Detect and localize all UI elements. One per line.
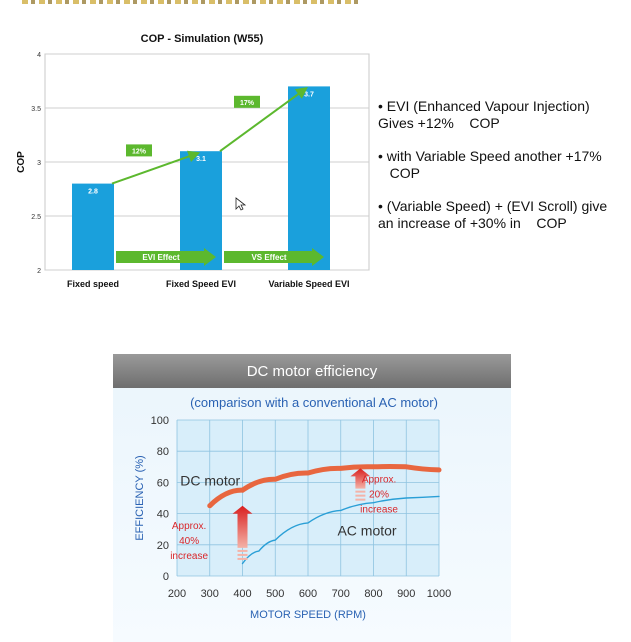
dc-x-axis-label: MOTOR SPEED (RPM) [250,609,366,621]
up-arrow-icon [350,468,371,489]
dc-x-tick-label: 600 [299,588,317,600]
up-arrow-fade-stripe [355,494,366,497]
up-arrow-fade-stripe [237,553,248,556]
dc-y-tick-label: 0 [163,571,169,583]
dc-annotation-text: Approx. [362,474,396,485]
cop-y-tick-labels: 2 2.5 3 3.5 4 [31,52,41,275]
cop-simulation-chart: COP - Simulation (W55) 2 2.5 3 3.5 4 COP 2.8… [16,33,370,289]
dc-motor-efficiency-chart: DC motor efficiency (comparison with a c… [113,354,511,642]
dc-y-axis-label: EFFICIENCY (%) [134,455,146,540]
dc-x-tick-label: 900 [397,588,415,600]
cop-bar [288,86,330,271]
cop-bars: 2.8 3.1 3.7 [72,86,330,271]
cop-category-labels: Fixed speed Fixed Speed EVI Variable Speed… [67,279,350,289]
cop-y-tick-label: 4 [37,52,41,59]
bullet-variable-speed: • with Variable Speed another +17% COP [378,148,602,181]
cop-category-label: Fixed speed [67,279,119,289]
dc-x-tick-label: 400 [233,588,251,600]
dc-chart-title: DC motor efficiency [247,363,378,380]
cop-y-tick-label: 3.5 [31,106,41,113]
dc-x-tick-label: 200 [168,588,186,600]
up-arrow-icon [232,505,253,548]
cop-increase-badge [126,144,152,157]
dc-y-tick-label: 100 [151,415,169,427]
cop-category-label: Fixed Speed EVI [166,279,236,289]
cop-increase-arrow [111,150,201,185]
bullet-combined: • (Variable Speed) + (EVI Scroll) give a… [378,198,608,231]
dc-x-tick-labels: 200 300 400 500 600 700 800 900 1000 [168,588,451,600]
dc-gridlines [176,419,440,577]
cop-increase-arrows: 12% 17% [111,86,308,185]
cop-increase-arrow [219,86,308,153]
cop-effect-arrows: EVI Effect VS Effect [116,248,324,266]
dc-x-tick-label: 500 [266,588,284,600]
dc-y-tick-labels: 0 20 40 60 80 100 [151,415,169,583]
cop-chart-title: COP - Simulation (W55) [141,33,264,45]
cop-bar-value-label: 3.7 [304,91,314,98]
cop-bar [180,151,222,270]
cop-effect-label: EVI Effect [142,253,180,262]
dc-motor-series-label: DC motor [180,473,240,489]
cop-y-tick-label: 2 [37,268,41,275]
dc-annotation-text: 40% [179,536,199,547]
dc-x-tick-label: 300 [201,588,219,600]
up-arrow-fade-stripe [237,549,248,552]
bullet-evi: • EVI (Enhanced Vapour Injection) Gives … [378,98,590,131]
ac-motor-series-label: AC motor [337,522,396,538]
cop-effect-arrow [224,248,324,266]
dc-increase-annotations: Approx. 40% increase Approx. 20% increase [170,468,398,562]
dc-series-lines: DC motor AC motor [180,464,442,565]
cropped-header-strip [22,0,362,4]
dc-annotation-text: increase [170,551,208,562]
dc-annotation-text: Approx. [172,521,206,532]
dc-annotation-text: increase [360,504,398,515]
cop-category-label: Variable Speed EVI [268,279,349,289]
dc-annotation-text: 20% [369,489,389,500]
up-arrow-fade-stripe [355,498,366,501]
dc-x-tick-label: 700 [332,588,350,600]
cop-y-tick-label: 3 [37,160,41,167]
dc-y-tick-label: 80 [157,446,169,458]
dc-x-tick-label: 800 [364,588,382,600]
dc-motor-line [207,464,442,509]
dc-x-tick-label: 1000 [427,588,451,600]
cop-effect-arrow [116,248,216,266]
ac-motor-line [241,495,440,565]
cop-increase-badge [234,95,260,108]
cop-y-axis-label: COP [16,151,27,173]
dc-panel-header [113,354,511,388]
cop-increase-label: 17% [240,100,255,107]
cop-bar-value-label: 3.1 [196,156,206,163]
dc-chart-subtitle: (comparison with a conventional AC motor… [190,395,438,410]
cop-bar [72,183,114,270]
cop-y-tick-label: 2.5 [31,214,41,221]
dc-y-tick-label: 20 [157,540,169,552]
cop-bullet-list: • EVI (Enhanced Vapour Injection) Gives … [378,98,628,248]
up-arrow-fade-stripe [355,490,366,493]
cop-effect-label: VS Effect [251,253,286,262]
cop-bar-value-label: 2.8 [88,189,98,196]
up-arrow-fade-stripe [237,557,248,560]
dc-y-tick-label: 60 [157,477,169,489]
dc-y-tick-label: 40 [157,509,169,521]
mouse-cursor-icon [235,197,247,211]
cop-increase-label: 12% [132,148,147,155]
